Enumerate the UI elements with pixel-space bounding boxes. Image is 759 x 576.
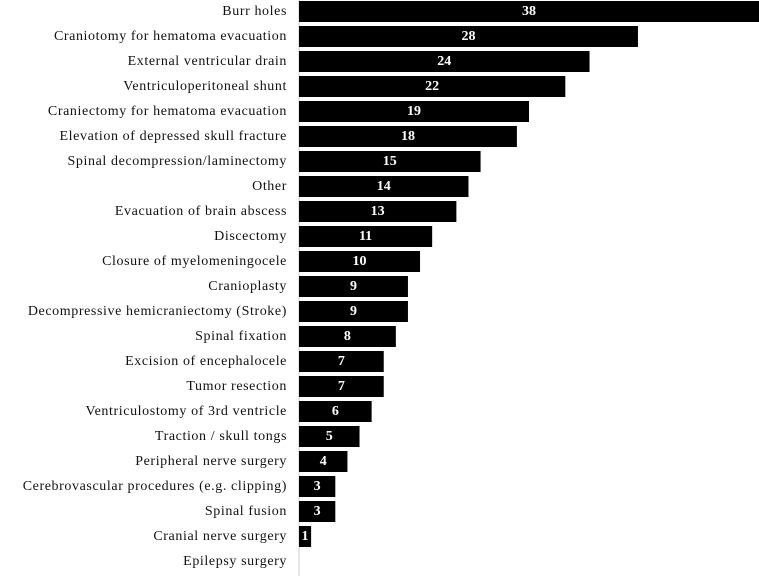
bar <box>299 126 517 147</box>
category-label: Evacuation of brain abscess <box>115 204 287 219</box>
bar-value-label: 11 <box>359 229 372 244</box>
category-label: Excision of encephalocele <box>125 354 287 369</box>
bar <box>299 176 469 197</box>
bar <box>299 251 421 272</box>
bar <box>299 151 481 172</box>
category-label: Spinal fixation <box>195 329 287 344</box>
category-label: Peripheral nerve surgery <box>135 454 287 469</box>
category-label: Elevation of depressed skull fracture <box>60 129 287 144</box>
bar <box>299 351 384 372</box>
category-label: Traction / skull tongs <box>155 429 287 444</box>
bar <box>299 101 529 122</box>
category-label: Spinal decompression/laminectomy <box>68 154 287 169</box>
bar-value-label: 4 <box>320 454 327 469</box>
bar <box>299 451 348 472</box>
bar-value-label: 19 <box>407 104 421 119</box>
bar-value-label: 10 <box>353 254 367 269</box>
bar-value-label: 7 <box>338 354 345 369</box>
bar-value-label: 15 <box>383 154 397 169</box>
bar-value-label: 14 <box>377 179 391 194</box>
category-label: Burr holes <box>222 4 287 19</box>
bar-value-label: 18 <box>401 129 415 144</box>
bar <box>299 376 384 397</box>
bar-value-label: 9 <box>350 279 357 294</box>
category-label: Craniectomy for hematoma evacuation <box>48 104 287 119</box>
bar <box>299 1 759 22</box>
category-label: Spinal fusion <box>205 504 287 519</box>
category-label: Cranioplasty <box>208 279 287 294</box>
bar-value-label: 5 <box>326 429 333 444</box>
category-label: Epilepsy surgery <box>183 554 287 569</box>
category-label: Cerebrovascular procedures (e.g. clippin… <box>23 479 287 494</box>
bar <box>299 301 408 322</box>
bar <box>299 501 336 522</box>
bar <box>299 526 312 547</box>
bar <box>299 201 457 222</box>
bar-value-label: 28 <box>461 29 475 44</box>
category-label: Ventriculoperitoneal shunt <box>123 79 287 94</box>
bar-value-label: 13 <box>371 204 385 219</box>
category-label: External ventricular drain <box>128 54 287 69</box>
bar <box>299 401 372 422</box>
bar <box>299 326 396 347</box>
bar-value-label: 8 <box>344 329 351 344</box>
bar-value-label: 24 <box>437 54 451 69</box>
bar <box>299 426 360 447</box>
category-label: Other <box>252 179 287 194</box>
bar-value-label: 7 <box>338 379 345 394</box>
category-label: Closure of myelomeningocele <box>102 254 287 269</box>
category-label: Tumor resection <box>186 379 287 394</box>
bar-value-label: 38 <box>522 4 536 19</box>
category-label: Ventriculostomy of 3rd ventricle <box>85 404 287 419</box>
bar <box>299 476 336 497</box>
bar <box>299 51 590 72</box>
category-label: Craniotomy for hematoma evacuation <box>54 29 287 44</box>
bar <box>299 226 433 247</box>
bar-value-label: 3 <box>314 479 321 494</box>
bar-value-label: 9 <box>350 304 357 319</box>
bar-value-label: 3 <box>314 504 321 519</box>
bar <box>299 76 566 97</box>
bar-value-label: 6 <box>332 404 339 419</box>
bar-value-label: 22 <box>425 79 439 94</box>
category-label: Decompressive hemicraniectomy (Stroke) <box>28 304 287 319</box>
category-label: Discectomy <box>214 229 287 244</box>
bar-value-label: 1 <box>302 529 309 544</box>
category-label: Cranial nerve surgery <box>153 529 287 544</box>
bar <box>299 276 408 297</box>
bar <box>299 26 638 47</box>
